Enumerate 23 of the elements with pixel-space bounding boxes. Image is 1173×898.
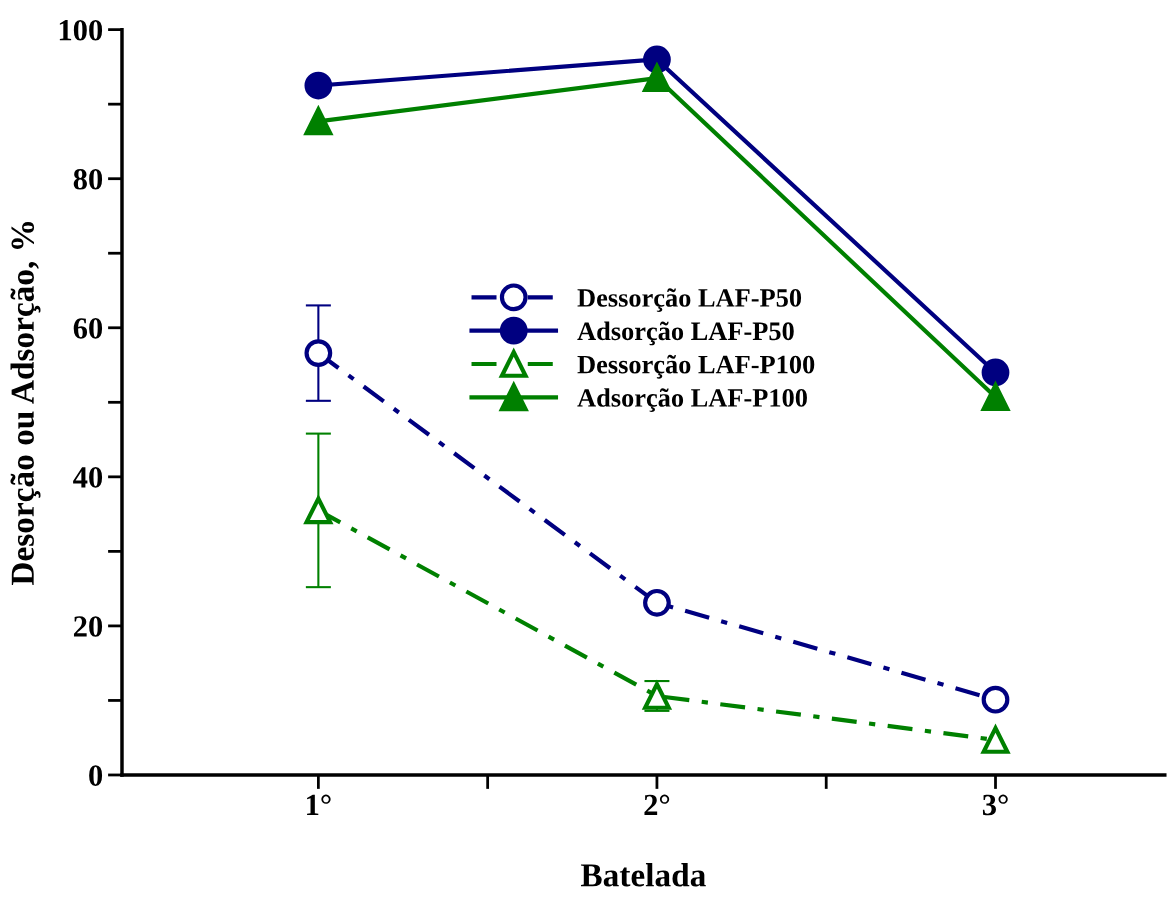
y-tick-label: 40 bbox=[73, 467, 103, 488]
point bbox=[304, 107, 333, 136]
y-tick-label: 80 bbox=[73, 168, 103, 190]
legend-label: Adsorção LAF-P50 bbox=[577, 321, 794, 346]
y-axis-title: Desorção ou Adsorção, % bbox=[10, 222, 41, 586]
x-tick-label: 3° bbox=[982, 794, 1008, 816]
y-tick-label: 100 bbox=[59, 19, 103, 41]
point bbox=[304, 339, 333, 368]
point bbox=[981, 358, 1010, 387]
x-tick-label: 1° bbox=[307, 794, 331, 815]
point bbox=[643, 588, 671, 617]
x-axis-title: Batelada bbox=[580, 863, 706, 887]
point bbox=[304, 71, 333, 100]
y-tick-label: 0 bbox=[89, 765, 103, 786]
legend-label: Adsorção LAF-P100 bbox=[577, 388, 807, 412]
point bbox=[643, 45, 671, 74]
y-tick-label: 20 bbox=[73, 616, 103, 637]
x-tick-label: 2° bbox=[644, 794, 670, 815]
legend-label: Dessorção LAF-P100 bbox=[577, 354, 815, 379]
point bbox=[981, 685, 1010, 714]
y-tick-label: 60 bbox=[73, 318, 103, 339]
legend-label: Dessorção LAF-P50 bbox=[577, 288, 802, 312]
point bbox=[304, 496, 333, 525]
